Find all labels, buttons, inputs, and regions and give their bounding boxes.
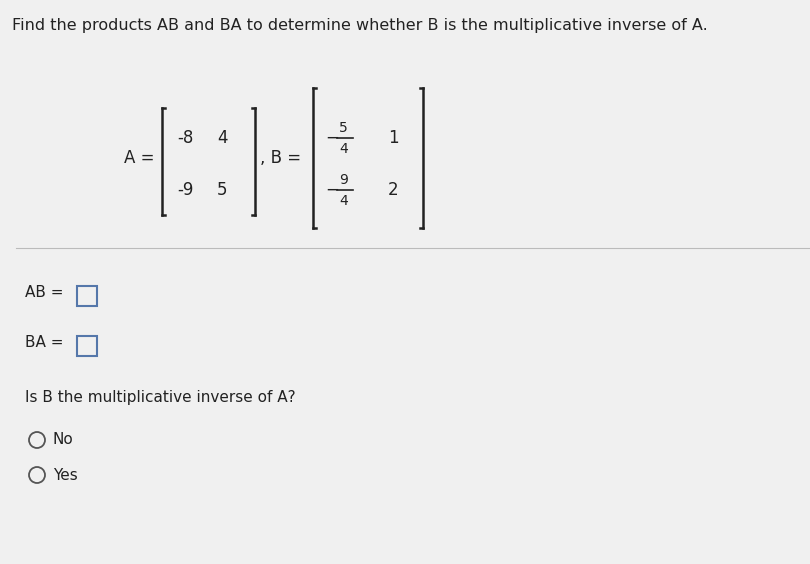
- Text: 5: 5: [217, 181, 228, 199]
- Circle shape: [29, 432, 45, 448]
- Text: -8: -8: [177, 129, 194, 147]
- Text: 9: 9: [339, 173, 347, 187]
- Text: BA =: BA =: [25, 335, 63, 350]
- Circle shape: [29, 467, 45, 483]
- Text: 2: 2: [388, 181, 399, 199]
- Text: , B =: , B =: [260, 149, 301, 167]
- Text: -9: -9: [177, 181, 194, 199]
- FancyBboxPatch shape: [77, 336, 97, 356]
- Text: AB =: AB =: [25, 285, 63, 300]
- Text: No: No: [53, 433, 74, 447]
- Text: −: −: [325, 129, 339, 147]
- Text: A =: A =: [125, 149, 155, 167]
- Text: 5: 5: [339, 121, 347, 135]
- Text: 4: 4: [217, 129, 228, 147]
- FancyBboxPatch shape: [77, 286, 97, 306]
- Text: Find the products AB and BA to determine whether B is the multiplicative inverse: Find the products AB and BA to determine…: [12, 18, 708, 33]
- Text: Yes: Yes: [53, 468, 78, 482]
- Text: −: −: [325, 181, 339, 199]
- Text: 4: 4: [339, 194, 347, 208]
- Text: 4: 4: [339, 142, 347, 156]
- Text: 1: 1: [388, 129, 399, 147]
- Text: Is B the multiplicative inverse of A?: Is B the multiplicative inverse of A?: [25, 390, 296, 405]
